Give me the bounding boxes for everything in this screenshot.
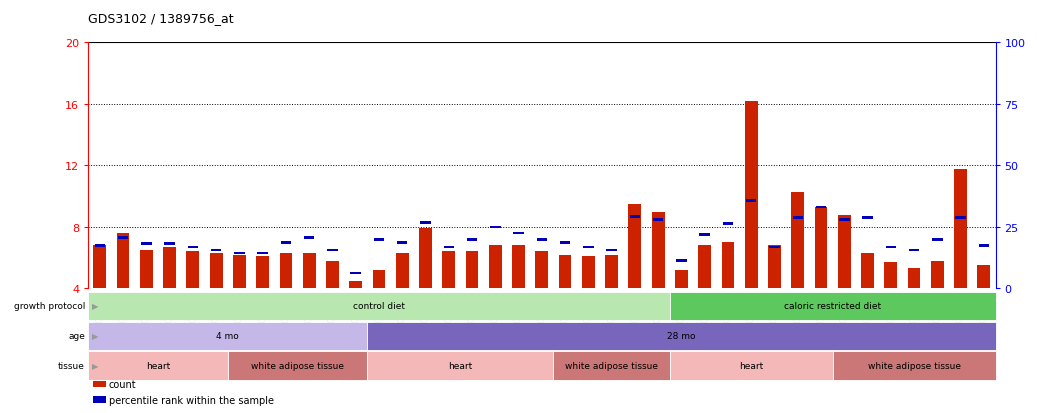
Bar [861, 254, 874, 289]
Bar [932, 238, 943, 241]
Bar [116, 233, 130, 289]
Bar [816, 206, 826, 209]
Bar [94, 244, 105, 247]
Bar [257, 252, 268, 255]
Bar [839, 218, 849, 221]
Bar [769, 246, 780, 249]
Bar [652, 212, 665, 289]
Bar [234, 252, 245, 255]
Bar [372, 270, 386, 289]
Bar [93, 246, 106, 289]
Bar [349, 281, 362, 289]
Bar [768, 246, 781, 289]
Bar [303, 254, 315, 289]
Text: ▶: ▶ [92, 361, 99, 370]
Bar [886, 246, 896, 249]
Bar [536, 238, 548, 241]
Bar [373, 238, 384, 241]
Bar [467, 238, 477, 241]
Text: 28 mo: 28 mo [667, 332, 696, 340]
Bar [164, 243, 175, 246]
Bar [211, 249, 221, 252]
Bar [188, 246, 198, 249]
Text: age: age [68, 332, 85, 340]
Text: tissue: tissue [58, 361, 85, 370]
Bar [187, 252, 199, 289]
Bar [698, 246, 711, 289]
Bar [559, 255, 571, 289]
Bar [488, 246, 502, 289]
Bar [512, 246, 525, 289]
Bar [583, 246, 593, 249]
Bar [700, 234, 710, 236]
Text: growth protocol: growth protocol [13, 302, 85, 311]
Bar [653, 218, 664, 221]
Bar [954, 169, 968, 289]
Bar [280, 254, 292, 289]
Text: ▶: ▶ [92, 332, 99, 340]
Bar [443, 252, 455, 289]
Bar [560, 241, 570, 244]
Bar [676, 260, 686, 263]
Bar [863, 217, 873, 220]
Text: heart: heart [146, 361, 170, 370]
Bar [420, 221, 430, 224]
Text: heart: heart [739, 361, 763, 370]
Bar [955, 217, 965, 220]
Bar [397, 241, 408, 244]
Bar [746, 200, 756, 203]
Bar [908, 249, 920, 252]
Bar [419, 229, 431, 289]
Text: heart: heart [448, 361, 473, 370]
Bar [209, 254, 223, 289]
Text: white adipose tissue: white adipose tissue [251, 361, 344, 370]
Bar [607, 249, 617, 252]
Bar [326, 261, 339, 289]
Text: caloric restricted diet: caloric restricted diet [784, 302, 881, 311]
Bar [675, 270, 688, 289]
Bar [745, 102, 758, 289]
Bar [907, 269, 921, 289]
Bar [281, 241, 291, 244]
Text: white adipose tissue: white adipose tissue [565, 361, 658, 370]
Bar [979, 244, 989, 247]
Bar [582, 256, 595, 289]
Text: white adipose tissue: white adipose tissue [868, 361, 960, 370]
Bar [328, 249, 338, 252]
Bar [351, 272, 361, 275]
Text: control diet: control diet [353, 302, 405, 311]
Bar [466, 252, 478, 289]
Bar [535, 252, 549, 289]
Text: ▶: ▶ [92, 302, 99, 311]
Bar [723, 223, 733, 225]
Bar [606, 255, 618, 289]
Bar [140, 250, 152, 289]
Bar [792, 217, 803, 220]
Bar [978, 266, 990, 289]
Bar [931, 261, 944, 289]
Bar [163, 247, 176, 289]
Bar [141, 243, 151, 246]
Bar [815, 207, 828, 289]
Bar [722, 243, 734, 289]
Text: 4 mo: 4 mo [217, 332, 240, 340]
Bar [838, 215, 850, 289]
Bar [628, 204, 641, 289]
Bar [304, 237, 314, 240]
Bar [885, 263, 897, 289]
Text: percentile rank within the sample: percentile rank within the sample [109, 395, 274, 405]
Bar [444, 246, 454, 249]
Bar [233, 255, 246, 289]
Bar [491, 226, 501, 229]
Text: GDS3102 / 1389756_at: GDS3102 / 1389756_at [88, 12, 233, 25]
Bar [396, 254, 409, 289]
Bar [791, 192, 804, 289]
Bar [256, 256, 269, 289]
Bar [629, 215, 640, 218]
Bar [118, 237, 129, 240]
Bar [513, 232, 524, 235]
Text: count: count [109, 379, 137, 389]
